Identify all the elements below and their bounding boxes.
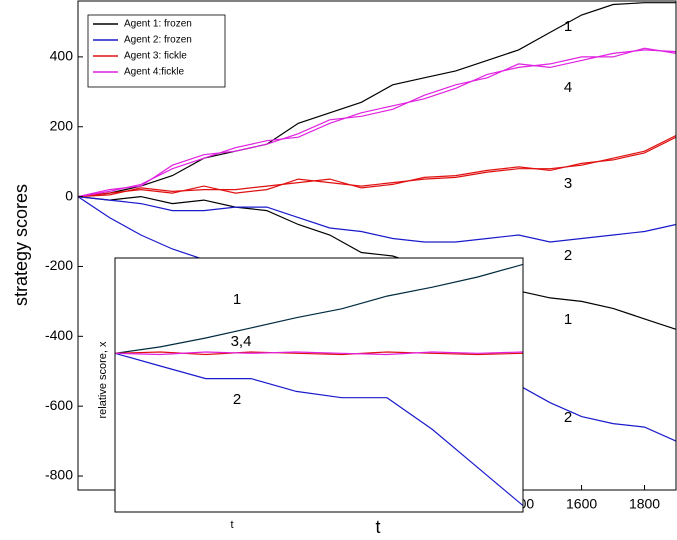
y-tick-label: -200 [45, 257, 73, 273]
series-line [78, 134, 677, 198]
series-line [78, 2, 676, 198]
annotation: 2 [564, 247, 572, 264]
legend-box [87, 14, 226, 88]
y-tick-label: -600 [45, 397, 73, 413]
series-line [78, 196, 677, 243]
y-axis-label: strategy scores [11, 184, 31, 306]
annotation: 4 [564, 79, 572, 96]
plot-area [115, 263, 523, 507]
inset-background [115, 258, 523, 512]
y-tick-label: 400 [50, 48, 74, 64]
legend-label: Agent 1: frozen [124, 19, 192, 30]
x-axis-label: t [230, 519, 233, 531]
series-line [78, 49, 677, 198]
legend-label: Agent 2: frozen [124, 35, 192, 46]
series-line [78, 47, 677, 198]
y-tick-label: -800 [45, 467, 73, 483]
annotation: 1 [233, 291, 241, 308]
x-tick-label: 1600 [566, 496, 597, 512]
x-axis-label: t [375, 517, 380, 537]
y-tick-label: -400 [45, 327, 73, 343]
legend-label: Agent 4:fickle [124, 67, 184, 78]
plot-area [78, 2, 677, 442]
series-line [78, 195, 677, 330]
series-line [115, 352, 523, 507]
x-tick-label: 1800 [629, 496, 660, 512]
y-tick-label: 0 [65, 187, 73, 203]
series-line [78, 136, 677, 198]
annotation: 1 [564, 18, 572, 35]
annotation: 1 [564, 311, 572, 328]
plot-frame [114, 257, 524, 513]
annotation: 3 [564, 175, 572, 192]
y-tick-label: 200 [50, 117, 74, 133]
annotation: 2 [564, 409, 572, 426]
legend-label: Agent 3: fickle [124, 51, 187, 62]
annotation: 3,4 [231, 333, 252, 350]
series-line [115, 263, 523, 354]
y-axis-label: relative score, x [97, 341, 109, 419]
annotation: 2 [233, 391, 241, 408]
series-line [115, 351, 523, 356]
